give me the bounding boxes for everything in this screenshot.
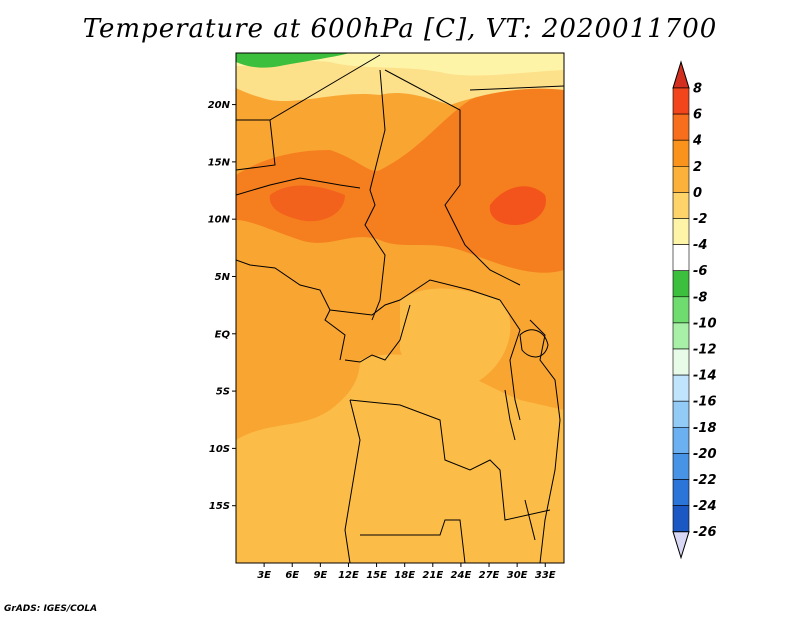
- border-westcoast: [236, 259, 346, 361]
- map-title: Temperature at 600hPa [C], VT: 202001170…: [82, 14, 718, 44]
- lon-label: 27E: [479, 570, 500, 581]
- field-top-minus6to4: [236, 53, 350, 68]
- border-sahel: [236, 177, 361, 196]
- country-borders: [236, 54, 564, 563]
- colorbar-box: [672, 400, 690, 428]
- colorbar-label: -4: [693, 238, 707, 253]
- longitude-labels: 3E 6E 9E 12E 15E 18E 21E 24E 27E 30E 33E: [257, 570, 556, 581]
- colorbar-box: [672, 113, 690, 141]
- lake-victoria: [519, 329, 549, 358]
- colorbar-label: -18: [693, 421, 717, 436]
- field-north-4to6: [236, 75, 564, 273]
- colorbar-box: [672, 87, 690, 115]
- lat-label: 15N: [208, 157, 231, 168]
- lat-label: 10N: [208, 215, 231, 226]
- lat-label: 20N: [208, 100, 231, 111]
- colorbar-label: 0: [693, 186, 702, 201]
- border-north-3: [384, 69, 521, 286]
- border-central: [344, 304, 411, 363]
- border-south-3: [360, 519, 466, 563]
- colorbar-top-arrow: [672, 60, 690, 89]
- colorbar-label: -22: [693, 473, 717, 488]
- colorbar-box: [672, 453, 690, 480]
- colorbar-label: -14: [693, 369, 717, 384]
- lon-label: 18E: [394, 570, 415, 581]
- lon-label: 15E: [366, 570, 387, 581]
- lake-malawi: [524, 499, 536, 541]
- colorbar-label: -24: [693, 499, 717, 514]
- border-south-1: [349, 399, 551, 521]
- grads-credit: GrADS: IGES/COLA: [4, 604, 98, 614]
- border-east-coast: [529, 319, 561, 563]
- colorbar-box: [672, 348, 690, 376]
- colorbar-box: [672, 166, 690, 193]
- colorbar-bottom-arrow: [672, 531, 690, 560]
- border-eastlakes: [499, 299, 521, 421]
- colorbar-label: 6: [693, 108, 702, 123]
- border-north-4: [469, 85, 564, 91]
- colorbar-label: -12: [693, 343, 717, 358]
- lon-label: 12E: [338, 570, 359, 581]
- border-north-2: [364, 69, 386, 321]
- lon-label: 33E: [535, 570, 556, 581]
- border-north-5: [236, 119, 276, 171]
- colorbar-label: -8: [693, 290, 707, 305]
- colorbar-box: [672, 505, 690, 533]
- lat-label: 10S: [209, 444, 230, 455]
- lon-label: 21E: [422, 570, 443, 581]
- border-south-2: [344, 399, 361, 563]
- border-gulf: [329, 279, 501, 316]
- lat-label: 15S: [209, 501, 230, 512]
- colorbar-label: -10: [693, 316, 717, 331]
- colorbar-label: -16: [693, 395, 717, 410]
- colorbar-label: 4: [692, 134, 702, 149]
- colorbar-label: -20: [693, 447, 717, 462]
- colorbar-box: [672, 139, 690, 167]
- latitude-labels: 20N 15N 10N 5N EQ 5S 10S 15S: [208, 100, 231, 512]
- lon-label: 30E: [507, 570, 528, 581]
- lon-label: 6E: [285, 570, 299, 581]
- lon-label: 24E: [451, 570, 472, 581]
- colorbar-label: 8: [693, 82, 702, 97]
- lat-label: EQ: [215, 329, 231, 340]
- colorbar-label: -26: [693, 525, 717, 540]
- colorbar-box: [672, 322, 690, 350]
- field-northwest-4to6: [269, 185, 345, 222]
- map-frame: [235, 52, 565, 564]
- axis-ticks: [232, 104, 546, 567]
- lat-label: 5N: [215, 272, 231, 283]
- colorbar-box: [672, 296, 690, 324]
- colorbar: 8 6 4 2 0 -2 -4 -6 -8 -10 -12 -14 -16 -18 -20 -22 -24 -26: [672, 60, 717, 560]
- colorbar-label: 2: [693, 160, 702, 175]
- field-central-0to2: [400, 288, 511, 389]
- colorbar-box: [672, 244, 690, 272]
- colorbar-box: [672, 426, 690, 454]
- colorbar-box: [672, 479, 690, 506]
- colorbar-box: [672, 192, 690, 219]
- colorbar-box: [672, 270, 690, 298]
- lat-label: 5S: [216, 387, 230, 398]
- field-north-6to8: [489, 186, 546, 225]
- field-south-0to2: [236, 354, 564, 563]
- lake-tanganyika: [504, 389, 516, 441]
- lon-label: 3E: [257, 570, 271, 581]
- colorbar-box: [672, 218, 690, 245]
- colorbar-label: -2: [693, 212, 707, 227]
- lon-label: 9E: [313, 570, 327, 581]
- temperature-field: [236, 53, 564, 563]
- colorbar-label: -6: [693, 264, 707, 279]
- colorbar-box: [672, 374, 690, 402]
